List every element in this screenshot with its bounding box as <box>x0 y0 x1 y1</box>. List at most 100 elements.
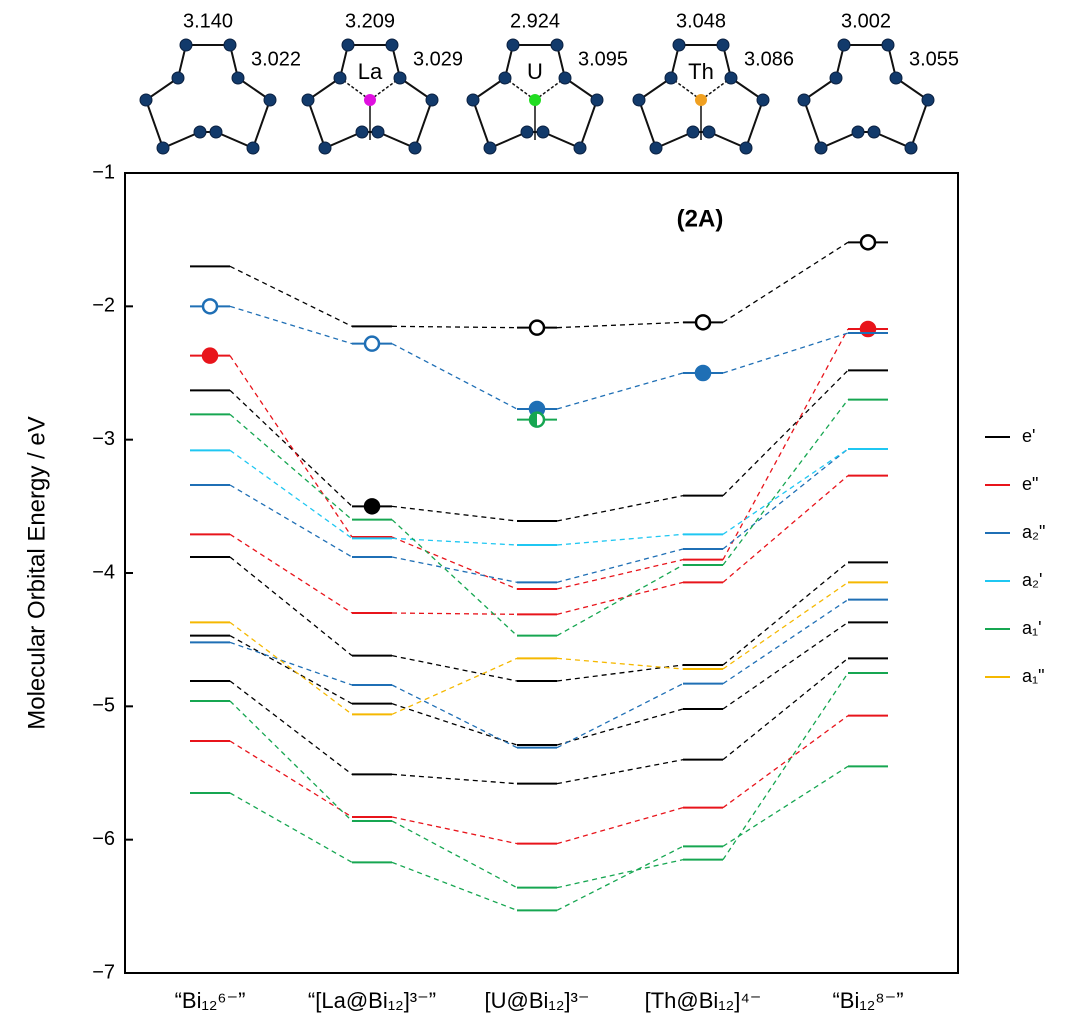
connector <box>556 708 684 746</box>
open-marker <box>363 335 381 352</box>
connector <box>391 519 518 637</box>
bi-atom <box>341 38 355 52</box>
connector <box>722 621 849 710</box>
y-tick-label: −2 <box>92 295 115 317</box>
connector <box>556 845 684 911</box>
bi-atom <box>797 93 811 107</box>
y-tick-label: −3 <box>92 428 115 450</box>
connector <box>391 684 518 749</box>
plot-frame <box>124 172 959 974</box>
bi-atom <box>686 125 700 139</box>
connector <box>556 759 684 785</box>
bi-atom <box>355 125 369 139</box>
legend-label: a₂' <box>1022 570 1042 590</box>
connector <box>229 556 353 657</box>
bi-atom <box>223 38 237 52</box>
bi-atom <box>649 141 663 155</box>
bi-atom <box>408 141 422 155</box>
filled-marker <box>694 364 712 382</box>
bi-atom <box>371 125 385 139</box>
connector <box>722 448 849 535</box>
open-marker <box>859 234 877 251</box>
connector <box>722 581 849 670</box>
x-tick-label: “Bi₁₂⁸⁻” <box>832 988 903 1013</box>
connector <box>722 369 849 497</box>
legend-label: e' <box>1022 426 1035 446</box>
bi-atom <box>573 141 587 155</box>
connector <box>722 448 849 550</box>
connector <box>722 599 849 685</box>
connector <box>391 655 518 682</box>
bi-atom <box>483 141 497 155</box>
connector <box>556 559 684 590</box>
bi-atom <box>632 93 646 107</box>
connector <box>229 641 353 686</box>
bi-atom <box>881 38 895 52</box>
half-marker-fill <box>530 412 537 427</box>
connector <box>556 548 684 583</box>
connector <box>229 265 353 327</box>
bi-atom <box>590 93 604 107</box>
bi-atom <box>263 93 277 107</box>
y-tick-label: −5 <box>92 695 115 717</box>
bi-atom <box>301 93 315 107</box>
bi-atom <box>393 71 407 85</box>
bi-atom <box>921 93 935 107</box>
bi-atom <box>756 93 770 107</box>
bi-atom <box>231 71 245 85</box>
connector <box>556 683 684 749</box>
annotation: (2A) <box>677 205 724 232</box>
metal-atom <box>695 94 707 106</box>
connector <box>391 703 518 746</box>
y-tick-label: −6 <box>92 828 115 850</box>
connector <box>556 495 684 522</box>
bi-atom <box>550 38 564 52</box>
legend-label: a₂" <box>1022 522 1045 542</box>
bond-length: 3.048 <box>676 10 726 32</box>
bi-atom <box>385 38 399 52</box>
connector <box>722 328 849 560</box>
bi-atom <box>520 125 534 139</box>
bi-atom <box>536 125 550 139</box>
connector <box>391 773 518 785</box>
connector <box>722 475 849 583</box>
connector <box>391 657 518 715</box>
bond-length: 3.029 <box>413 48 463 70</box>
connector <box>391 820 518 889</box>
x-tick-label: [U@Bi₁₂]³⁻ <box>485 988 590 1013</box>
bond-length: 3.140 <box>183 10 233 32</box>
bi-atom <box>672 38 686 52</box>
bond-length: 3.209 <box>345 10 395 32</box>
metal-label: U <box>527 59 543 84</box>
bi-atom <box>466 93 480 107</box>
open-marker <box>528 319 546 336</box>
bi-atom <box>246 141 260 155</box>
connector <box>722 561 849 666</box>
connector <box>556 372 684 410</box>
connector <box>391 556 518 583</box>
bi-atom <box>171 71 185 85</box>
metal-atom <box>529 94 541 106</box>
connector <box>391 816 518 845</box>
connector <box>391 537 518 546</box>
metal-label: Th <box>688 59 714 84</box>
bi-atom <box>179 38 193 52</box>
bi-atom <box>829 71 843 85</box>
connector <box>722 765 849 847</box>
open-marker <box>694 314 712 331</box>
bi-atom <box>209 125 223 139</box>
connector <box>229 355 353 538</box>
bi-atom <box>506 38 520 52</box>
connector <box>722 241 849 323</box>
connector <box>556 807 684 845</box>
legend-label: e" <box>1022 474 1038 494</box>
bi-atom <box>156 141 170 155</box>
bi-atom <box>333 71 347 85</box>
connector <box>556 657 684 670</box>
connector <box>391 612 518 615</box>
x-tick-label: “[La@Bi₁₂]³⁻” <box>308 988 436 1013</box>
connector <box>722 332 849 374</box>
connector <box>229 449 353 539</box>
y-tick-label: −7 <box>92 961 115 983</box>
